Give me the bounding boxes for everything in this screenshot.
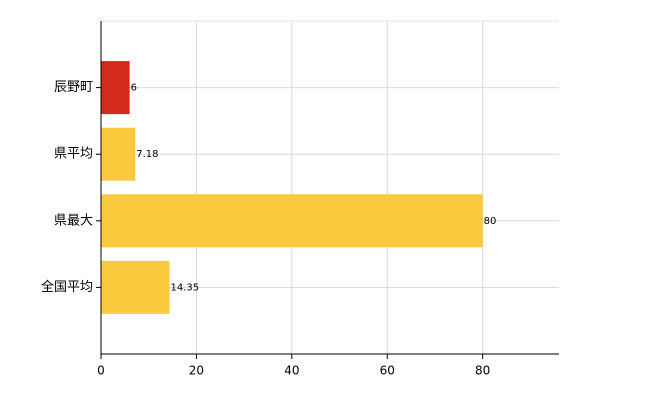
y-tick-label: 県平均 (54, 147, 93, 162)
y-tick-label: 辰野町 (54, 80, 93, 95)
bar (101, 260, 170, 314)
x-tick-label: 20 (189, 364, 204, 378)
bar (101, 127, 136, 181)
value-label: 7.18 (136, 149, 158, 160)
y-tick-label: 県最大 (54, 213, 93, 228)
x-tick-label: 40 (284, 364, 299, 378)
value-label: 80 (484, 216, 497, 227)
bar (101, 61, 130, 115)
x-tick-label: 80 (475, 364, 490, 378)
y-tick-label: 全国平均 (41, 279, 93, 295)
bar (101, 194, 483, 248)
value-label: 14.35 (170, 282, 199, 293)
x-tick-label: 60 (380, 364, 395, 378)
x-tick-label: 0 (97, 364, 105, 378)
value-label: 6 (131, 83, 137, 94)
